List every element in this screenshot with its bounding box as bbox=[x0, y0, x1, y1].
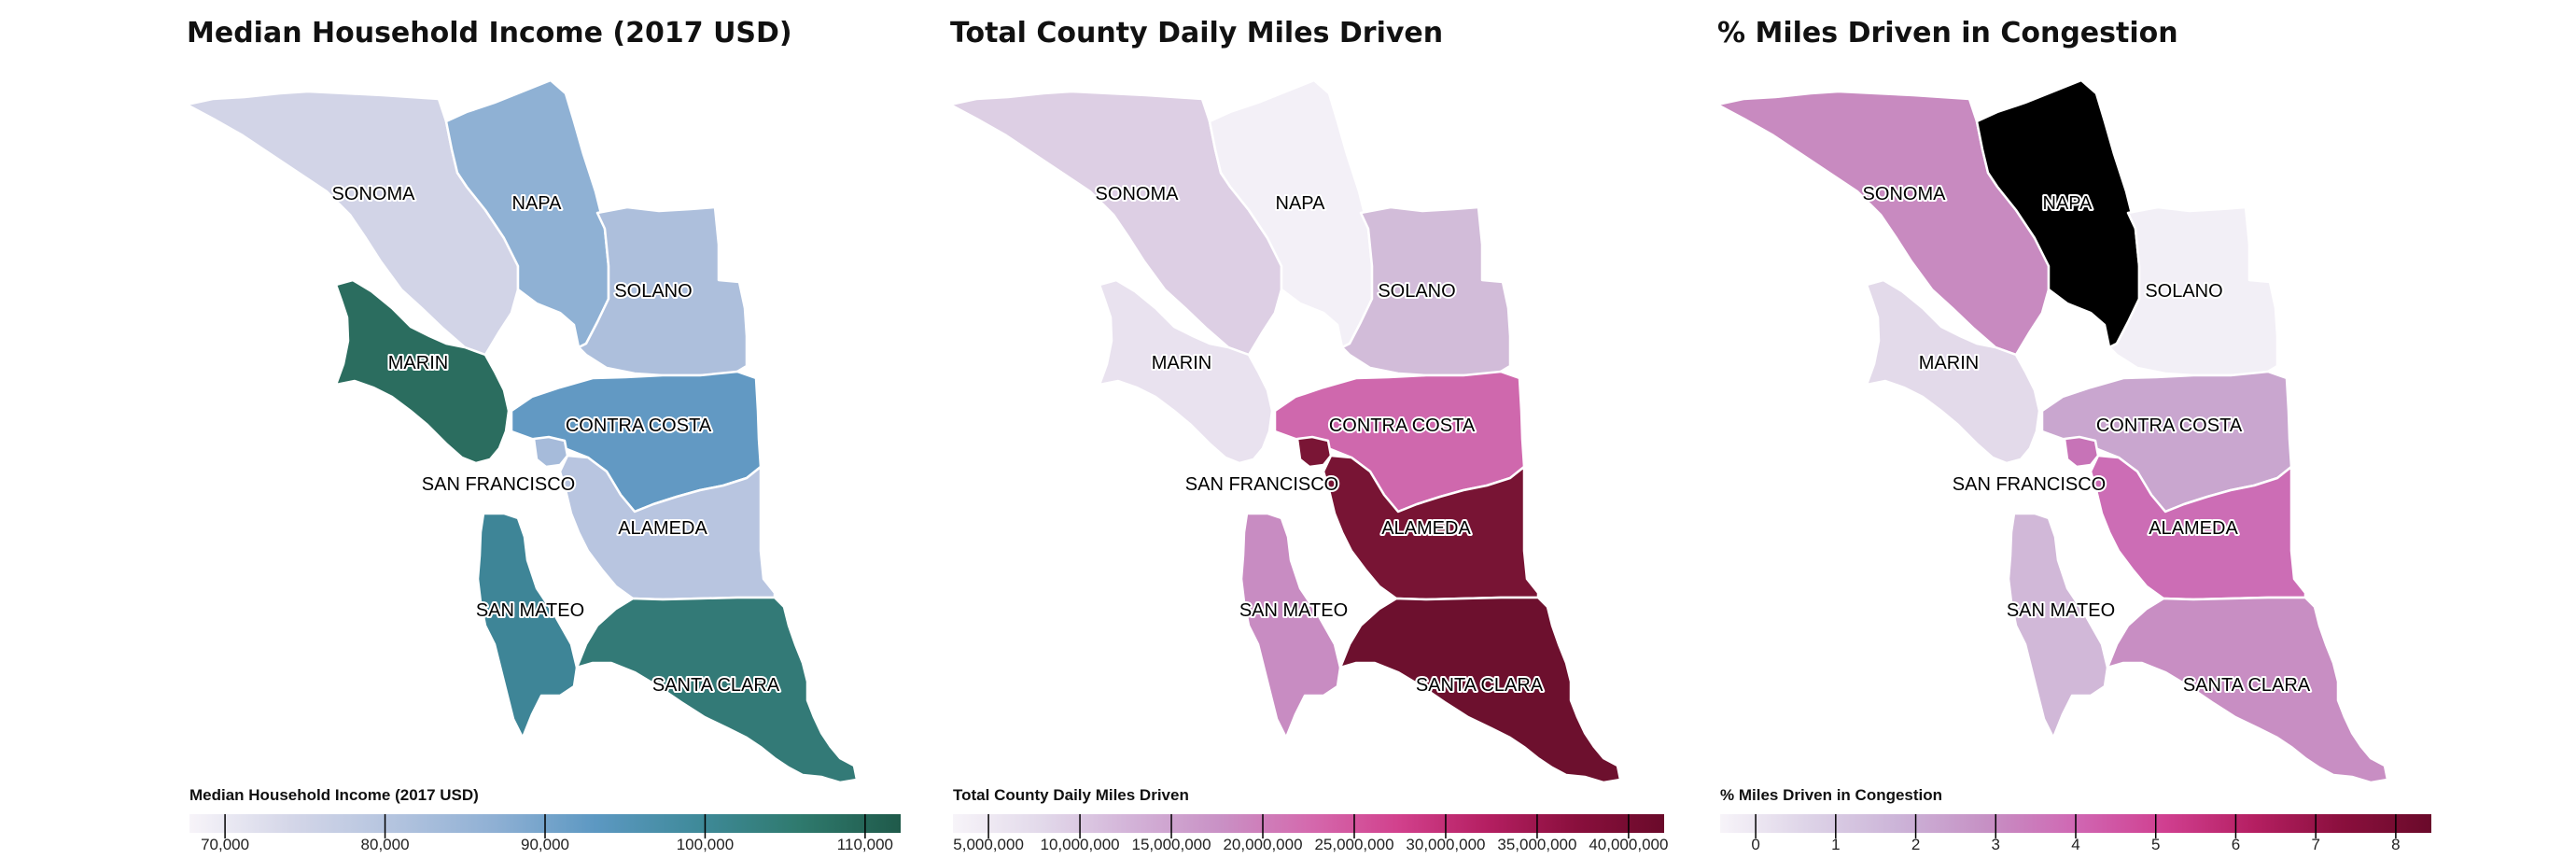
legend-tick-label: 110,000 bbox=[837, 836, 893, 853]
legend-tick-label: 70,000 bbox=[201, 836, 249, 853]
legend-tick-label: 4 bbox=[2071, 836, 2079, 853]
county-label-san-francisco: SAN FRANCISCO bbox=[1953, 474, 2106, 495]
county-label-san-francisco: SAN FRANCISCO bbox=[1185, 474, 1338, 495]
county-label-sonoma: SONOMA bbox=[1096, 184, 1180, 204]
map-title: % Miles Driven in Congestion bbox=[1717, 17, 2178, 49]
legend-tick-label: 80,000 bbox=[361, 836, 410, 853]
legend-tick-label: 5,000,000 bbox=[953, 836, 1024, 853]
county-label-san-mateo: SAN MATEO bbox=[2007, 600, 2115, 621]
county-label-san-mateo: SAN MATEO bbox=[1239, 600, 1348, 621]
county-label-solano: SOLANO bbox=[1378, 281, 1455, 302]
map-panel-income: Median Household Income (2017 USD) SONOMA… bbox=[185, 17, 901, 853]
county-map: SONOMA NAPA SOLANO MARIN CONTRA COSTA SAN FRA… bbox=[1715, 78, 2389, 784]
map-title: Total County Daily Miles Driven bbox=[950, 17, 1443, 49]
legend-tick-label: 20,000,000 bbox=[1223, 836, 1302, 853]
county-label-napa: NAPA bbox=[2043, 193, 2093, 214]
county-label-napa: NAPA bbox=[1276, 193, 1326, 214]
legend-tick-label: 2 bbox=[1911, 836, 1920, 853]
county-alameda[interactable] bbox=[2089, 454, 2307, 601]
map-title: Median Household Income (2017 USD) bbox=[187, 17, 792, 49]
county-map: SONOMA NAPA SOLANO MARIN CONTRA COSTA SAN FRA… bbox=[948, 78, 1622, 784]
county-san-mateo[interactable] bbox=[2007, 512, 2109, 739]
county-marin[interactable] bbox=[1865, 278, 2041, 465]
county-label-sonoma: SONOMA bbox=[1863, 184, 1947, 204]
legend-title: Median Household Income (2017 USD) bbox=[189, 786, 479, 804]
legend-tick-label: 40,000,000 bbox=[1589, 836, 1668, 853]
legend-tick-label: 3 bbox=[1992, 836, 2000, 853]
county-label-san-francisco: SAN FRANCISCO bbox=[422, 474, 575, 495]
legend: % Miles Driven in Congestion 0 1 2 3 4 5 6 7 8 bbox=[1720, 786, 2431, 853]
legend-tick-label: 0 bbox=[1751, 836, 1759, 853]
legend-tick-label: 1 bbox=[1831, 836, 1840, 853]
county-alameda[interactable] bbox=[1322, 454, 1540, 601]
county-label-alameda: ALAMEDA bbox=[618, 518, 707, 539]
legend-tick-label: 8 bbox=[2391, 836, 2400, 853]
county-label-marin: MARIN bbox=[1152, 353, 1211, 373]
county-label-napa: NAPA bbox=[512, 193, 563, 214]
county-marin[interactable] bbox=[1098, 278, 1274, 465]
county-label-santa-clara: SANTA CLARA bbox=[1416, 675, 1544, 696]
county-san-francisco[interactable] bbox=[1295, 435, 1333, 469]
legend-tick-label: 30,000,000 bbox=[1406, 836, 1485, 853]
county-santa-clara[interactable] bbox=[575, 596, 859, 784]
county-map: SONOMA NAPA SOLANO MARIN CONTRA COSTA SAN FRA… bbox=[185, 78, 859, 784]
legend: Total County Daily Miles Driven 5,000,000… bbox=[953, 786, 1668, 853]
map-panel-miles: Total County Daily Miles Driven SONOMA NAP… bbox=[948, 17, 1668, 853]
county-label-alameda: ALAMEDA bbox=[2149, 518, 2238, 539]
county-label-sonoma: SONOMA bbox=[332, 184, 416, 204]
legend-tick-label: 5 bbox=[2151, 836, 2160, 853]
county-santa-clara[interactable] bbox=[1338, 596, 1622, 784]
legend-tick-label: 25,000,000 bbox=[1314, 836, 1393, 853]
county-san-mateo[interactable] bbox=[1239, 512, 1342, 739]
county-label-marin: MARIN bbox=[388, 353, 448, 373]
legend-tick-label: 15,000,000 bbox=[1131, 836, 1211, 853]
legend-color-ramp bbox=[953, 814, 1664, 833]
county-label-san-mateo: SAN MATEO bbox=[476, 600, 584, 621]
county-label-santa-clara: SANTA CLARA bbox=[2183, 675, 2311, 696]
county-label-solano: SOLANO bbox=[2145, 281, 2222, 302]
legend-title: Total County Daily Miles Driven bbox=[953, 786, 1189, 804]
county-santa-clara[interactable] bbox=[2106, 596, 2389, 784]
county-san-francisco[interactable] bbox=[2063, 435, 2100, 469]
legend-tick-label: 6 bbox=[2232, 836, 2240, 853]
county-label-contra-costa: CONTRA COSTA bbox=[2096, 415, 2243, 436]
county-alameda[interactable] bbox=[558, 454, 777, 601]
county-label-marin: MARIN bbox=[1919, 353, 1979, 373]
county-label-contra-costa: CONTRA COSTA bbox=[1329, 415, 1476, 436]
legend-title: % Miles Driven in Congestion bbox=[1720, 786, 1942, 804]
county-label-solano: SOLANO bbox=[614, 281, 692, 302]
county-label-santa-clara: SANTA CLARA bbox=[652, 675, 780, 696]
county-label-contra-costa: CONTRA COSTA bbox=[566, 415, 712, 436]
legend-tick-label: 7 bbox=[2311, 836, 2319, 853]
county-marin[interactable] bbox=[334, 278, 511, 465]
county-san-francisco[interactable] bbox=[532, 435, 569, 469]
legend-tick-label: 10,000,000 bbox=[1041, 836, 1120, 853]
legend-tick-label: 100,000 bbox=[677, 836, 734, 853]
county-san-mateo[interactable] bbox=[476, 512, 579, 739]
legend-tick-label: 35,000,000 bbox=[1497, 836, 1576, 853]
legend: Median Household Income (2017 USD) 70,000… bbox=[189, 786, 901, 853]
legend-tick-label: 90,000 bbox=[521, 836, 569, 853]
county-label-alameda: ALAMEDA bbox=[1381, 518, 1471, 539]
